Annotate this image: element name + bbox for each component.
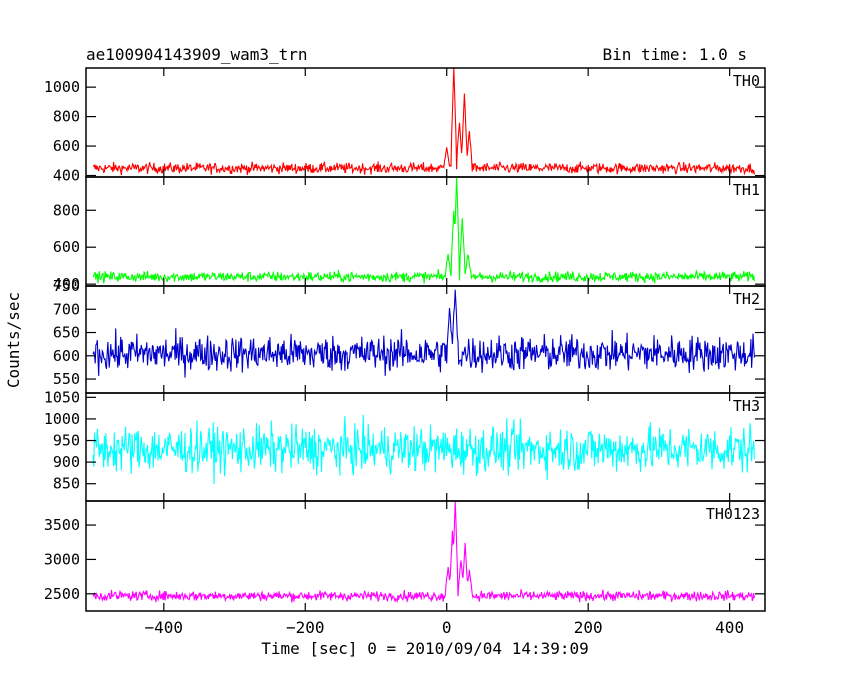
panel-frame-th0123 — [85, 500, 766, 612]
y-tick-label-th0: 1000 — [44, 78, 80, 96]
y-tick-label-th3: 1050 — [44, 388, 80, 406]
chart-title-left: ae100904143909_wam3_trn — [86, 45, 308, 64]
y-tick-label-th1: 400 — [53, 275, 80, 293]
series-line-th3 — [92, 414, 755, 485]
y-tick-label-th2: 600 — [53, 347, 80, 365]
series-line-th0123 — [92, 500, 755, 604]
series-line-th2 — [92, 289, 755, 378]
x-axis-label: Time [sec] 0 = 2010/09/04 14:39:09 — [261, 639, 589, 658]
y-tick-label-th0123: 3000 — [44, 550, 80, 568]
panel-frame-th1 — [85, 176, 766, 287]
x-tick-label: −200 — [286, 618, 325, 637]
panels-group: 400 600 800 1000 TH0 400 600 800 TH1 550 600 650 700… — [44, 67, 766, 637]
y-tick-label-th3: 900 — [53, 453, 80, 471]
x-tick-label: −400 — [145, 618, 184, 637]
x-tick-label: 400 — [715, 618, 744, 637]
y-tick-label-th2: 750 — [53, 277, 80, 295]
y-tick-label-th0: 800 — [53, 108, 80, 126]
panel-name-th0123: TH0123 — [706, 505, 760, 523]
panel-frame-th0 — [85, 67, 766, 178]
panel-name-th2: TH2 — [733, 290, 760, 308]
chart-title-right: Bin time: 1.0 s — [603, 45, 748, 64]
panel-name-th1: TH1 — [733, 181, 760, 199]
panel-name-th0: TH0 — [733, 72, 760, 90]
y-axis-label: Counts/sec — [4, 292, 23, 388]
y-tick-label-th0: 600 — [53, 137, 80, 155]
y-tick-label-th3: 850 — [53, 475, 80, 493]
y-tick-label-th0123: 3500 — [44, 516, 80, 534]
panel-frame-th2 — [85, 285, 766, 394]
y-tick-label-th2: 700 — [53, 300, 80, 318]
series-line-th1 — [92, 177, 755, 284]
y-tick-label-th1: 800 — [53, 201, 80, 219]
y-tick-label-th0: 400 — [53, 167, 80, 185]
y-tick-label-th2: 650 — [53, 324, 80, 342]
y-tick-label-th3: 1000 — [44, 410, 80, 428]
panel-name-th3: TH3 — [733, 397, 760, 415]
x-tick-label: 200 — [574, 618, 603, 637]
x-tick-label: 0 — [442, 618, 452, 637]
series-line-th0 — [92, 67, 755, 176]
y-tick-label-th0123: 2500 — [44, 585, 80, 603]
y-tick-label-th3: 950 — [53, 432, 80, 450]
y-tick-label-th1: 600 — [53, 238, 80, 256]
y-tick-label-th2: 550 — [53, 370, 80, 388]
